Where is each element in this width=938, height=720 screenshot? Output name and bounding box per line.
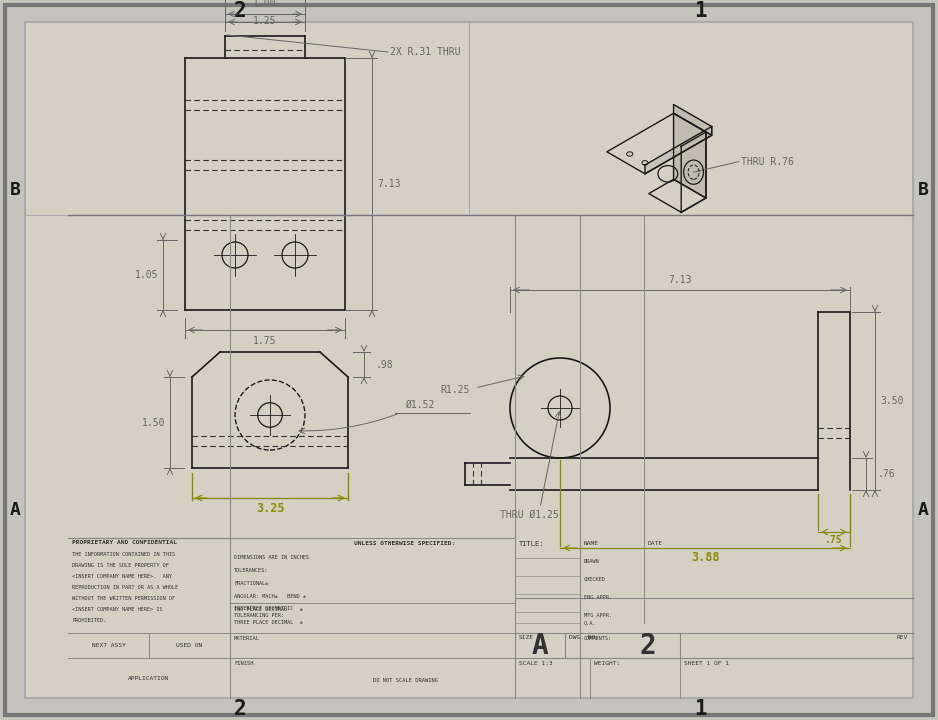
Text: 2X R.31 THRU: 2X R.31 THRU <box>390 47 461 57</box>
Text: SCALE 1:3: SCALE 1:3 <box>519 661 552 666</box>
Text: Q.A.: Q.A. <box>584 620 597 625</box>
Text: NEXT ASSY: NEXT ASSY <box>92 643 126 648</box>
Text: TOLERANCES:: TOLERANCES: <box>234 568 268 573</box>
Text: TWO PLACE DECIMAL    ±: TWO PLACE DECIMAL ± <box>234 607 303 612</box>
Text: DRAWN: DRAWN <box>584 559 599 564</box>
Text: NAME: NAME <box>584 541 599 546</box>
Text: 2: 2 <box>639 632 656 660</box>
Polygon shape <box>645 127 712 174</box>
Text: 3.88: 3.88 <box>690 551 719 564</box>
Text: B: B <box>917 181 929 199</box>
Text: DRAWING IS THE SOLE PROPERTY OF: DRAWING IS THE SOLE PROPERTY OF <box>72 563 169 568</box>
FancyBboxPatch shape <box>25 22 913 698</box>
Text: PROHIBITED.: PROHIBITED. <box>72 618 106 623</box>
Polygon shape <box>673 113 706 198</box>
Polygon shape <box>649 179 706 212</box>
Text: CHECKED: CHECKED <box>584 577 606 582</box>
Text: .76: .76 <box>878 469 896 479</box>
Text: REPRODUCTION IN PART OR AS A WHOLE: REPRODUCTION IN PART OR AS A WHOLE <box>72 585 178 590</box>
Text: A: A <box>917 501 929 519</box>
Text: .75: .75 <box>825 535 843 545</box>
Text: WITHOUT THE WRITTEN PERMISSION OF: WITHOUT THE WRITTEN PERMISSION OF <box>72 596 175 601</box>
Text: SIZE: SIZE <box>519 635 534 640</box>
Text: 2: 2 <box>234 699 247 719</box>
Text: TITLE:: TITLE: <box>519 541 544 547</box>
Polygon shape <box>681 132 706 212</box>
Text: <INSERT COMPANY NAME HERE> IS: <INSERT COMPANY NAME HERE> IS <box>72 607 162 612</box>
Text: 1: 1 <box>694 1 706 21</box>
Text: WEIGHT:: WEIGHT: <box>594 661 620 666</box>
Text: <INSERT COMPANY NAME HERE>.  ANY: <INSERT COMPANY NAME HERE>. ANY <box>72 574 172 579</box>
Text: REV: REV <box>897 635 908 640</box>
Text: FRACTIONAL±: FRACTIONAL± <box>234 581 268 586</box>
Text: THE INFORMATION CONTAINED IN THIS: THE INFORMATION CONTAINED IN THIS <box>72 552 175 557</box>
Text: 1.05: 1.05 <box>134 270 158 280</box>
Text: 1.25: 1.25 <box>253 16 277 26</box>
Text: 7.13: 7.13 <box>668 275 691 285</box>
Text: UNLESS OTHERWISE SPECIFIED:: UNLESS OTHERWISE SPECIFIED: <box>355 541 456 546</box>
Text: THREE PLACE DECIMAL  ±: THREE PLACE DECIMAL ± <box>234 620 303 625</box>
Text: MFG APPR.: MFG APPR. <box>584 613 613 618</box>
Text: 1.50: 1.50 <box>142 418 165 428</box>
Text: DIMENSIONS ARE IN INCHES: DIMENSIONS ARE IN INCHES <box>234 555 309 560</box>
Text: FINISH: FINISH <box>234 661 253 666</box>
Text: DWG. NO.: DWG. NO. <box>569 635 599 640</box>
Text: R1.25: R1.25 <box>441 385 470 395</box>
Text: 3.25: 3.25 <box>256 502 284 515</box>
Text: .98: .98 <box>376 359 394 369</box>
Text: 3.50: 3.50 <box>880 396 903 406</box>
Text: PROPRIETARY AND CONFIDENTIAL: PROPRIETARY AND CONFIDENTIAL <box>72 540 177 545</box>
Text: Ø1.52: Ø1.52 <box>405 400 434 410</box>
Text: 2: 2 <box>234 1 247 21</box>
Polygon shape <box>673 104 712 135</box>
Text: 7.13: 7.13 <box>377 179 401 189</box>
Text: 1.75: 1.75 <box>253 336 277 346</box>
Text: INTERPRET GEOMETRIC
TOLERANCING PER:: INTERPRET GEOMETRIC TOLERANCING PER: <box>234 606 294 618</box>
Text: DO NOT SCALE DRAWING: DO NOT SCALE DRAWING <box>372 678 437 683</box>
Text: ANGULAR: MACH±   BEND ±: ANGULAR: MACH± BEND ± <box>234 594 306 599</box>
Text: THRU R.76: THRU R.76 <box>741 157 794 166</box>
Text: B: B <box>9 181 21 199</box>
Text: APPLICATION: APPLICATION <box>129 675 170 680</box>
Text: 1: 1 <box>694 699 706 719</box>
FancyBboxPatch shape <box>5 5 933 715</box>
Text: MATERIAL: MATERIAL <box>234 636 260 641</box>
Text: DATE: DATE <box>648 541 663 546</box>
Text: A: A <box>532 632 549 660</box>
Text: THRU Ø1.25: THRU Ø1.25 <box>500 510 559 520</box>
Text: 1.00: 1.00 <box>253 0 277 8</box>
Text: USED ON: USED ON <box>176 643 203 648</box>
Polygon shape <box>607 113 712 174</box>
Text: SHEET 1 OF 1: SHEET 1 OF 1 <box>684 661 729 666</box>
Text: ENG APPR.: ENG APPR. <box>584 595 613 600</box>
Text: A: A <box>9 501 21 519</box>
Text: COMMENTS:: COMMENTS: <box>584 636 613 641</box>
